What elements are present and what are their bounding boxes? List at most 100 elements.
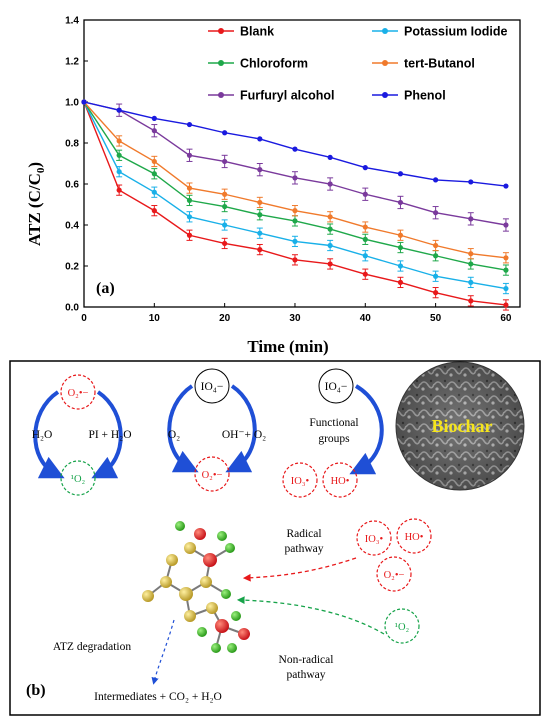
radical-hydroxyl-label: HO•	[405, 532, 424, 543]
legend-item: Phenol	[372, 89, 446, 103]
data-point	[503, 285, 509, 292]
legend-item: Blank	[208, 25, 274, 39]
data-point	[433, 210, 439, 216]
legend-label: Phenol	[404, 89, 446, 103]
data-point	[186, 152, 193, 158]
radical-label: Radical	[286, 528, 321, 540]
arrow-right-curve	[91, 390, 123, 479]
data-point	[468, 298, 474, 304]
y-axis-title: ATZ (C/C0)	[25, 162, 47, 246]
data-point	[397, 199, 404, 206]
data-point	[222, 191, 228, 197]
arrow-right-curve-3	[349, 384, 384, 475]
y-tick-label: 0.2	[65, 262, 79, 273]
data-point	[327, 261, 333, 267]
legend-swatch-marker	[218, 92, 224, 98]
y-tick-label: 1.0	[65, 98, 79, 109]
data-point	[433, 273, 439, 279]
data-point	[327, 242, 333, 249]
data-point	[433, 290, 439, 296]
y-tick-label: 1.4	[65, 16, 79, 27]
data-point	[292, 257, 298, 263]
series-potassium-iodide	[81, 99, 509, 295]
periodate-label-1: IO₄−	[201, 381, 224, 393]
radical-iodate-label: IO₃•	[365, 534, 384, 545]
data-point	[433, 177, 439, 183]
data-point	[327, 181, 333, 187]
nonradical-singlet-label: ¹O₂	[395, 622, 410, 633]
data-point	[327, 226, 333, 232]
arrow-left-curve-2	[167, 384, 199, 473]
singlet-oxygen-circle	[60, 460, 96, 496]
data-point	[151, 128, 157, 134]
data-point	[433, 253, 439, 259]
chart-legend: Blank Potassium Iodide Chloroform tert-Buta…	[208, 25, 508, 103]
non-radical-pathway: ¹O₂ Non-radical pathway	[236, 596, 420, 681]
data-point	[257, 212, 263, 218]
data-point	[222, 158, 228, 165]
data-point	[362, 165, 368, 171]
superoxide-species-circle	[60, 374, 96, 410]
arrow-right-curve-2	[225, 384, 257, 473]
data-point	[257, 230, 263, 236]
x-tick-label: 50	[430, 313, 442, 324]
superoxide-label-2: O₂•−	[202, 470, 223, 481]
y-tick-label: 0.4	[65, 221, 79, 232]
data-point	[186, 232, 193, 238]
data-point	[362, 236, 368, 242]
biochar-label: Biochar	[432, 416, 493, 436]
data-point	[151, 115, 157, 121]
degradation-arrow	[151, 619, 175, 685]
data-point	[397, 232, 404, 238]
nonradical-arrow	[236, 596, 385, 635]
panel-label-a: (a)	[96, 280, 115, 297]
radical-superoxide-circle	[376, 556, 412, 592]
data-point	[116, 187, 122, 193]
data-point	[151, 171, 157, 177]
data-point	[81, 99, 87, 105]
atz-atoms	[142, 521, 250, 653]
non-radical-pathway-label: pathway	[287, 669, 326, 681]
data-point	[503, 255, 509, 261]
y-axis-title-close: )	[25, 162, 44, 168]
data-point	[116, 107, 122, 113]
data-point	[186, 214, 193, 220]
superoxide-circle-2	[194, 456, 230, 492]
legend-swatch-marker	[218, 60, 224, 66]
x-tick-label: 60	[500, 313, 512, 324]
data-point	[503, 302, 509, 308]
group-superoxide-conversion: O₂•− H₂O PI + H₂O ¹O₂	[32, 374, 132, 496]
removal-chart: 0 10 20 30 40 50 60 0.0 0.2 0.4 0.6 0.8 1.0 1.2 1.4 Bl…	[25, 16, 521, 356]
chart-axes: 0 10 20 30 40 50 60 0.0 0.2 0.4 0.6 0.8 1.0 1.2 1.4	[65, 16, 521, 324]
data-point	[186, 121, 193, 128]
data-point	[222, 203, 228, 210]
functional-label: Functional	[309, 417, 358, 429]
radical-superoxide-label: O₂•−	[384, 570, 405, 581]
data-point	[362, 224, 368, 230]
chart-series	[81, 99, 509, 311]
data-point	[503, 222, 509, 228]
data-point	[468, 251, 474, 257]
data-point	[257, 247, 263, 253]
radical-hydroxyl-circle	[396, 518, 432, 554]
group-periodate-to-superoxide: IO₄− O₂ OH⁻+ O₂ O₂•−	[167, 368, 266, 492]
data-point	[503, 183, 509, 189]
data-point	[292, 238, 298, 244]
singlet-oxygen-label: ¹O₂	[71, 474, 86, 485]
data-point	[397, 244, 404, 251]
y-tick-label: 0.6	[65, 180, 79, 191]
biochar-sem-shade	[396, 362, 524, 490]
data-point	[468, 261, 474, 267]
data-point	[186, 185, 193, 191]
oh-o2-label: OH⁻+ O₂	[222, 429, 266, 441]
arrow-left-curve	[33, 390, 65, 479]
legend-item: Potassium Iodide	[372, 25, 508, 39]
data-point	[362, 191, 368, 197]
x-tick-label: 0	[81, 313, 87, 324]
groups-label: groups	[318, 433, 350, 445]
radical-iodate-circle	[356, 520, 392, 556]
legend-label: Furfuryl alcohol	[240, 89, 334, 103]
data-point	[151, 208, 157, 214]
radical-pathway: Radical pathway IO₃• HO• O₂•−	[242, 518, 432, 592]
